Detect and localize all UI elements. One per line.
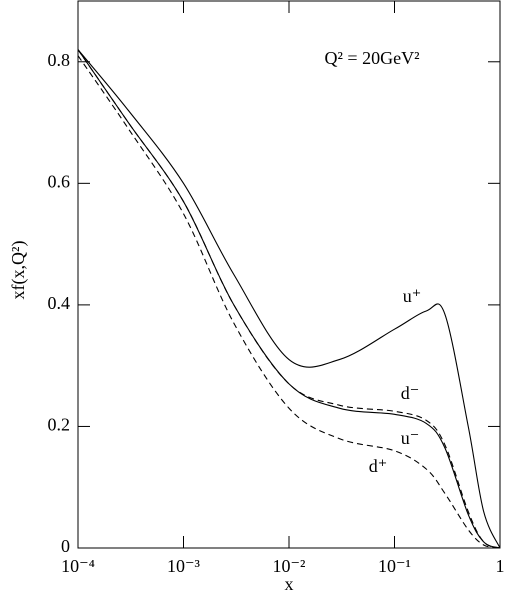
series-line [77,55,501,549]
series-label: u⁺ [403,286,422,306]
series-label: d⁺ [369,456,388,476]
series-line [77,49,501,549]
series-label: u⁻ [401,428,420,448]
x-tick-label: 10⁻² [273,556,306,576]
x-tick-label: 1 [496,556,505,576]
x-tick-label: 10⁻⁴ [61,556,95,576]
x-axis-label: x [285,574,294,590]
annotation: Q² = 20GeV² [325,48,420,68]
plot-frame [77,0,501,549]
series-line [77,49,501,549]
y-tick-label: 0.6 [48,171,71,191]
y-tick-label: 0.2 [48,415,71,435]
y-tick-label: 0 [61,536,70,556]
series-label: d⁻ [401,383,420,403]
x-tick-label: 10⁻³ [167,556,201,576]
y-tick-label: 0.4 [48,293,71,313]
series-line [77,49,501,549]
y-tick-label: 0.8 [48,50,71,70]
x-tick-label: 10⁻¹ [378,556,411,576]
y-axis-label: xf(x,Q²) [8,241,29,300]
